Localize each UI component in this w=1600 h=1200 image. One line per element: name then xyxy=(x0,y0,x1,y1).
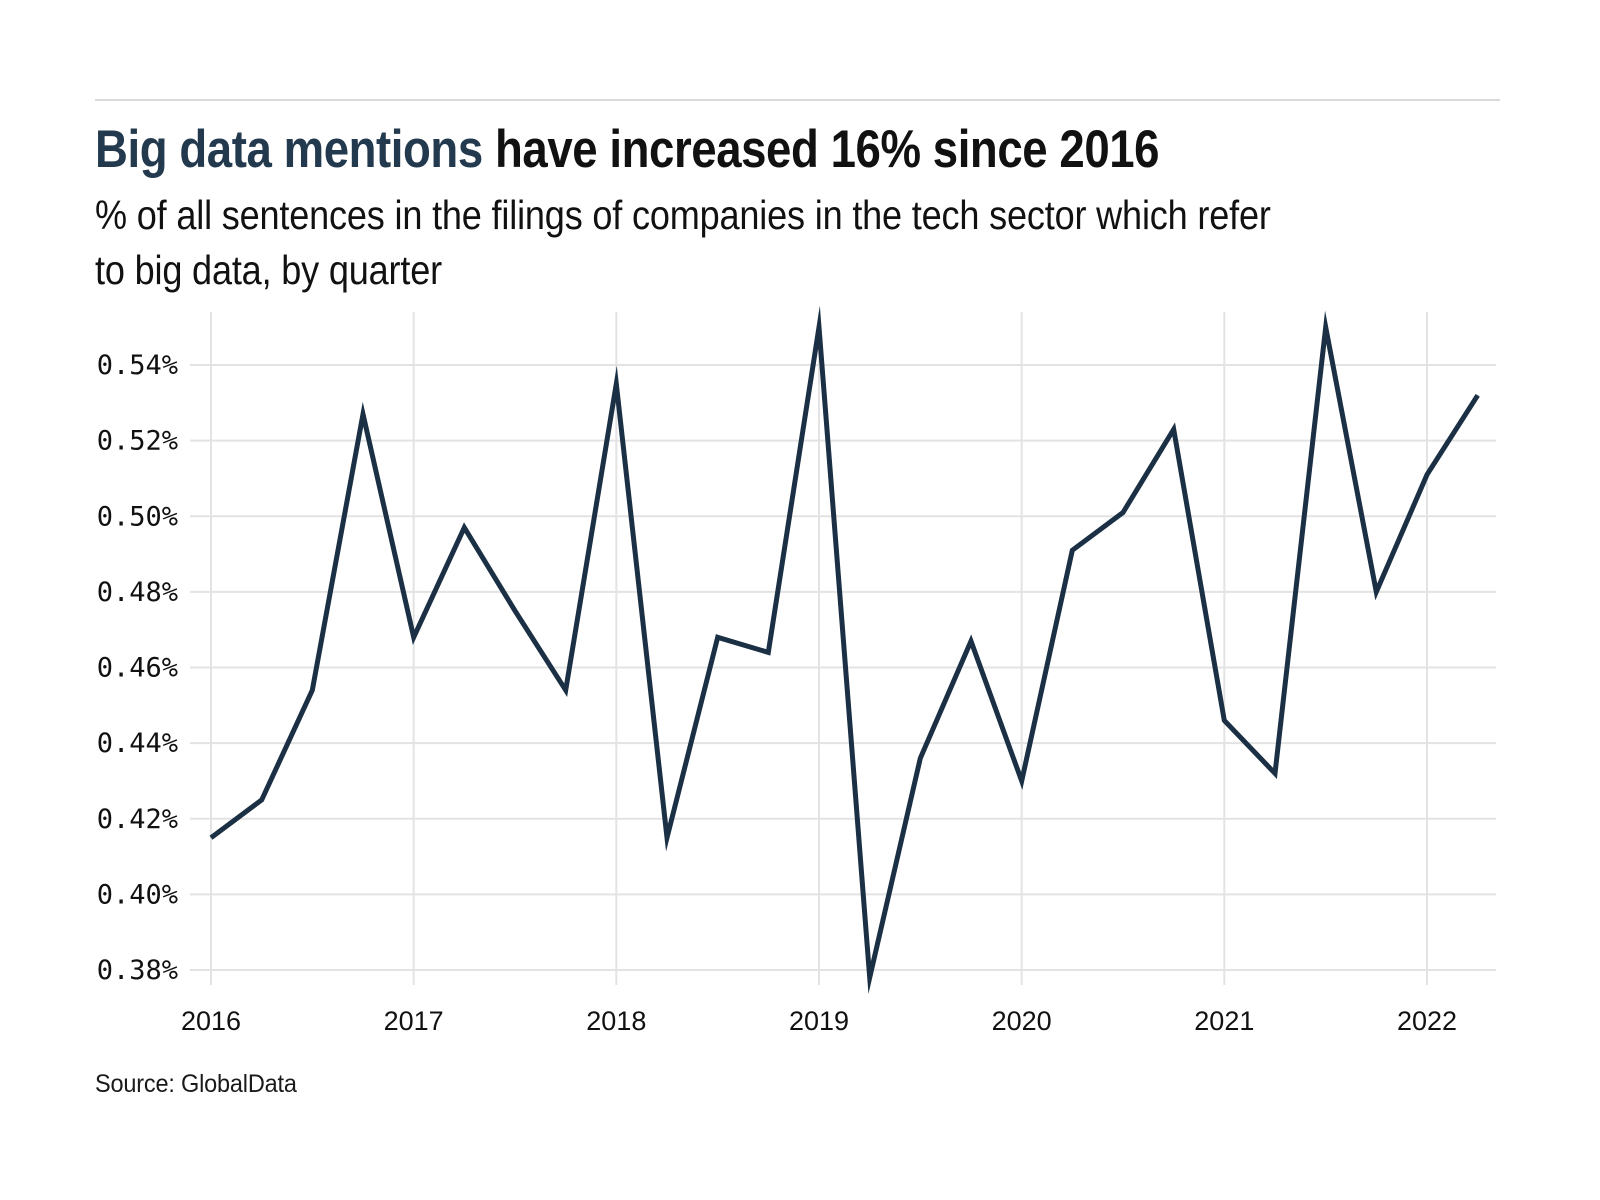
chart-subtitle: % of all sentences in the filings of com… xyxy=(95,192,1271,293)
y-tick-label: 0.46% xyxy=(97,653,178,684)
x-tick-label: 2016 xyxy=(181,1006,241,1036)
source-note: Source: GlobalData xyxy=(95,1070,297,1098)
chart-title-rest: have increased 16% since 2016 xyxy=(482,120,1160,179)
x-tick-label: 2018 xyxy=(586,1006,646,1036)
data-series-line xyxy=(209,305,1480,995)
x-tick-label: 2020 xyxy=(992,1006,1052,1036)
top-divider xyxy=(95,99,1500,101)
y-tick-label: 0.54% xyxy=(97,350,178,381)
y-tick-label: 0.52% xyxy=(97,426,178,457)
y-tick-label: 0.40% xyxy=(97,879,178,910)
y-tick-label: 0.44% xyxy=(97,728,178,759)
x-tick-label: 2021 xyxy=(1194,1006,1254,1036)
chart-title-highlight: Big data mentions xyxy=(95,120,483,179)
y-tick-label: 0.38% xyxy=(97,955,178,986)
y-tick-label: 0.50% xyxy=(97,501,178,532)
chart-title: Big data mentions have increased 16% sin… xyxy=(95,120,1160,179)
x-tick-label: 2017 xyxy=(384,1006,444,1036)
x-tick-label: 2022 xyxy=(1397,1006,1457,1036)
y-tick-label: 0.48% xyxy=(97,577,178,608)
x-tick-label: 2019 xyxy=(789,1006,849,1036)
y-tick-label: 0.42% xyxy=(97,804,178,835)
